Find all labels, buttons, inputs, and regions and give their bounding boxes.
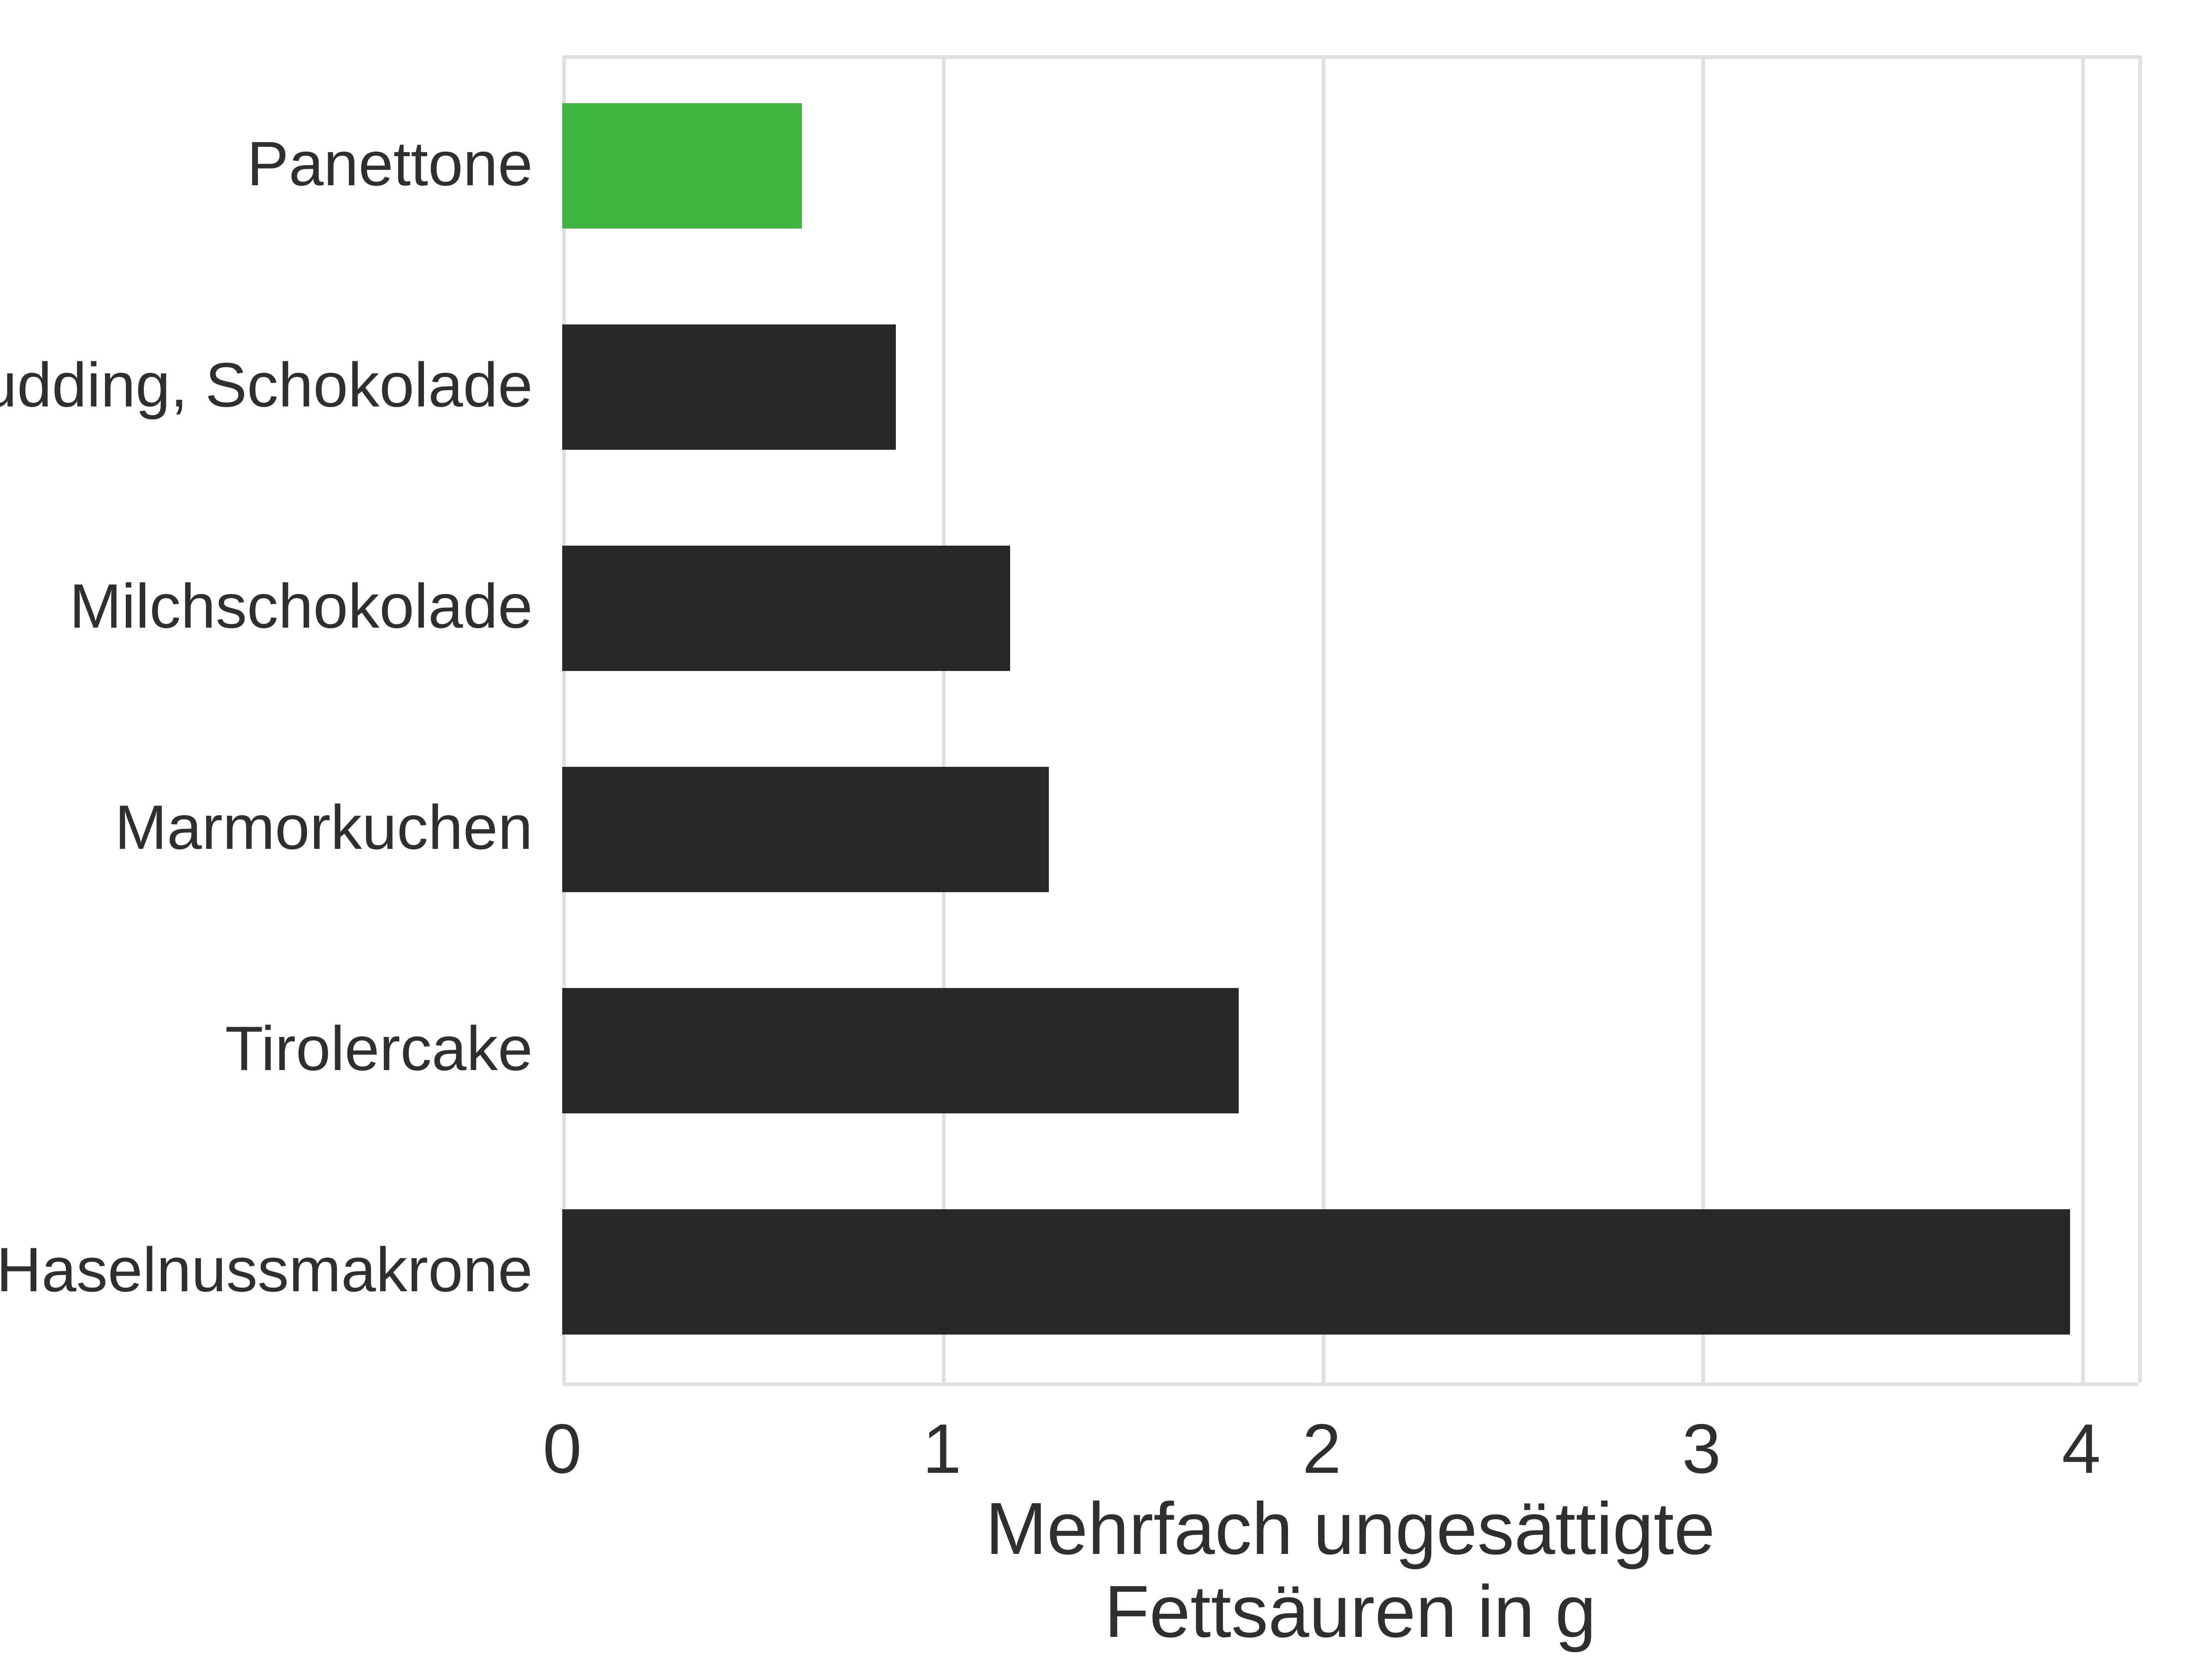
bar bbox=[562, 103, 801, 229]
y-axis-label: Panettone bbox=[247, 130, 533, 202]
x-axis-title: Mehrfach ungesättigte Fettsäuren in g bbox=[919, 1489, 1781, 1655]
x-tick-label: 3 bbox=[1682, 1412, 1721, 1491]
y-axis-label: Marmorkuchen bbox=[115, 794, 533, 865]
x-tick-label: 2 bbox=[1302, 1412, 1341, 1491]
gridline-v bbox=[1322, 55, 1325, 1382]
gridline-v bbox=[1701, 55, 1705, 1382]
gridline-v bbox=[942, 55, 946, 1382]
bar bbox=[562, 545, 1010, 671]
gridline-v-end bbox=[2138, 55, 2142, 1382]
bar bbox=[562, 766, 1048, 893]
bar bbox=[562, 988, 1238, 1114]
plot-area bbox=[562, 55, 2138, 1382]
grid-border-bottom bbox=[562, 1382, 2138, 1386]
x-tick-label: 1 bbox=[923, 1412, 962, 1491]
grid-border-top bbox=[562, 55, 2138, 59]
bar bbox=[562, 1209, 2070, 1335]
gridline-v bbox=[2081, 55, 2085, 1382]
x-tick-label: 0 bbox=[543, 1412, 582, 1491]
y-axis-label: Milchschokolade bbox=[70, 572, 533, 644]
y-axis-label: Haselnussmakrone bbox=[0, 1236, 533, 1308]
gridline-v bbox=[562, 55, 566, 1382]
bar bbox=[562, 324, 896, 450]
chart-container: Panettone Pudding, Schokolade Milchschokol… bbox=[0, 0, 2212, 1659]
x-tick-label: 4 bbox=[2062, 1412, 2101, 1491]
y-axis-label: Tirolercake bbox=[225, 1015, 533, 1087]
y-axis-label: Pudding, Schokolade bbox=[0, 351, 533, 423]
